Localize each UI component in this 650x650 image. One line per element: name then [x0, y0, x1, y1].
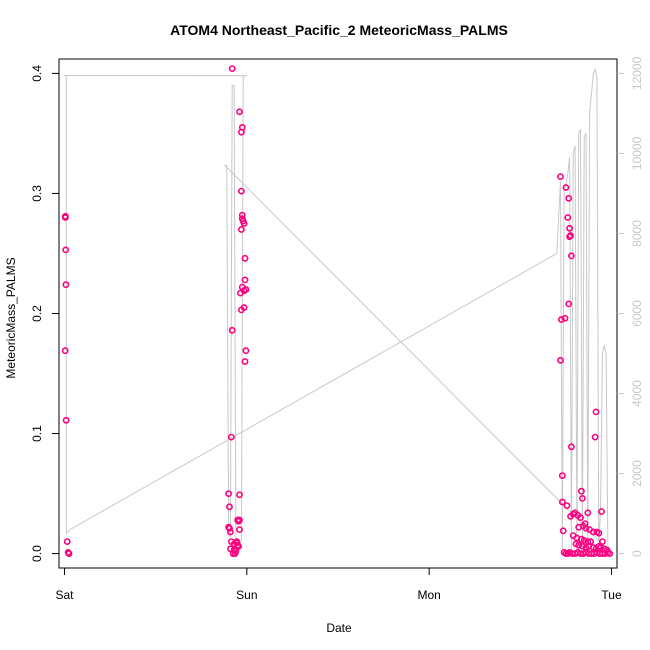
data-point	[564, 214, 572, 221]
y-tick-label: 0.3	[30, 185, 44, 202]
data-point	[579, 543, 586, 550]
data-point	[566, 233, 573, 241]
data-point	[238, 124, 246, 131]
data-point	[228, 326, 236, 334]
data-point	[236, 108, 243, 116]
data-point	[238, 211, 246, 219]
y-axis-label: MeteoricMass_PALMS	[4, 257, 18, 378]
data-point	[557, 173, 564, 180]
data-point	[558, 316, 565, 323]
data-point	[240, 304, 248, 311]
data-point	[592, 408, 600, 416]
data-point	[584, 509, 592, 517]
data-point	[568, 443, 575, 451]
altitude-line	[64, 67, 609, 551]
data-point	[236, 491, 243, 499]
data-point	[575, 541, 583, 549]
data-point	[606, 550, 614, 557]
data-point	[568, 252, 575, 260]
y2-tick-label: 0	[630, 550, 644, 557]
x-tick-label: Mon	[418, 588, 441, 602]
data-point	[579, 494, 586, 502]
data-point	[575, 523, 583, 531]
y-tick-label: 0.4	[30, 65, 44, 82]
data-point	[598, 508, 605, 515]
data-point	[62, 281, 70, 289]
altitude-line-layer	[64, 67, 609, 551]
x-tick-label: Tue	[601, 588, 622, 602]
data-point	[226, 545, 234, 553]
data-point	[563, 502, 571, 509]
data-points	[61, 65, 614, 557]
data-point	[62, 214, 69, 221]
data-point	[228, 65, 236, 72]
data-point	[241, 358, 249, 365]
data-point	[236, 289, 244, 297]
chart-title: ATOM4 Northeast_Pacific_2 MeteoricMass_P…	[170, 22, 508, 38]
y2-tick-label: 10000	[630, 136, 644, 170]
data-point	[62, 416, 70, 424]
data-point	[241, 254, 249, 262]
data-point	[231, 550, 239, 557]
data-point	[565, 194, 573, 202]
y-tick-label: 0.1	[30, 425, 44, 442]
data-point	[62, 246, 70, 254]
plot-frame	[58, 58, 618, 569]
data-point	[565, 300, 573, 308]
data-point	[559, 527, 567, 535]
y-tick-label: 0.0	[30, 545, 44, 562]
data-point	[597, 544, 604, 551]
data-point	[242, 347, 250, 355]
data-point	[237, 187, 245, 195]
data-point	[593, 528, 601, 536]
data-point	[599, 538, 606, 545]
data-point	[561, 314, 569, 322]
left-axis: 0.0 0.1 0.2 0.3 0.4	[30, 65, 59, 562]
y2-tick-label: 4000	[630, 380, 644, 407]
data-point	[580, 537, 588, 544]
data-point	[578, 487, 585, 495]
x-tick-label: Sat	[55, 588, 74, 602]
x-axis-label: Date	[326, 621, 352, 635]
y2-tick-label: 6000	[630, 300, 644, 327]
data-point	[227, 433, 235, 441]
x-tick-label: Sun	[236, 588, 257, 602]
data-point	[591, 433, 599, 441]
data-point	[242, 286, 250, 293]
data-point	[577, 514, 584, 521]
data-point	[226, 528, 234, 536]
data-point	[225, 490, 232, 497]
y2-tick-label: 12000	[630, 56, 644, 90]
y2-tick-label: 2000	[630, 460, 644, 487]
data-point	[240, 220, 248, 227]
data-point	[562, 184, 570, 191]
data-point	[241, 276, 249, 284]
data-point	[226, 503, 233, 511]
y2-tick-label: 8000	[630, 220, 644, 247]
y-tick-label: 0.2	[30, 305, 44, 322]
data-point	[63, 538, 71, 545]
data-point	[236, 526, 243, 533]
data-point	[233, 538, 241, 545]
data-point	[558, 472, 566, 479]
right-axis: 0 2000 4000 6000 8000 10000 12000	[617, 56, 644, 557]
data-point	[226, 525, 233, 532]
data-point	[566, 224, 573, 232]
data-point	[558, 498, 566, 506]
data-point	[237, 226, 245, 233]
data-point	[236, 516, 243, 524]
data-point	[557, 356, 564, 364]
data-point	[65, 550, 73, 557]
data-point	[61, 347, 69, 355]
bottom-axis: Sat Sun Mon Tue	[55, 567, 622, 602]
data-point	[582, 525, 590, 532]
